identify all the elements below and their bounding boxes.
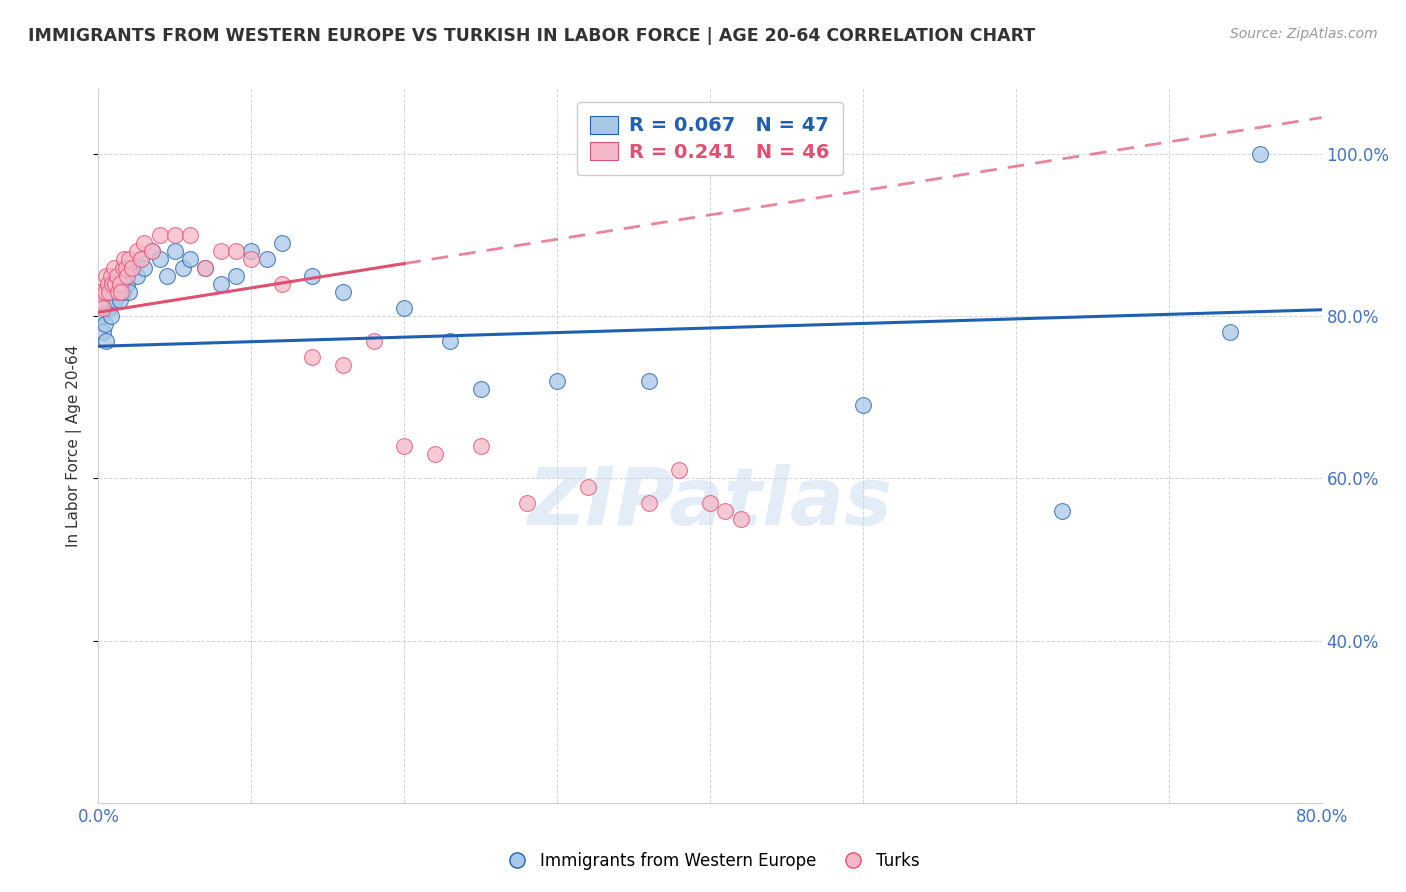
Point <box>392 301 416 315</box>
Point <box>111 285 134 299</box>
Point <box>423 447 446 461</box>
Point <box>125 244 148 259</box>
Point <box>129 252 152 267</box>
Point <box>668 463 690 477</box>
Point <box>105 277 128 291</box>
Point <box>94 334 117 348</box>
Point <box>110 285 132 299</box>
Point <box>516 496 538 510</box>
Y-axis label: In Labor Force | Age 20-64: In Labor Force | Age 20-64 <box>66 345 83 547</box>
Point <box>118 252 141 267</box>
Point <box>141 244 163 259</box>
Point <box>179 252 201 267</box>
Point <box>470 439 492 453</box>
Point <box>270 277 292 291</box>
Point <box>576 479 599 493</box>
Point <box>91 301 114 315</box>
Point <box>104 293 127 307</box>
Point <box>225 244 247 259</box>
Point <box>97 277 120 291</box>
Point <box>637 374 661 388</box>
Point <box>141 244 163 259</box>
Point <box>115 260 138 275</box>
Point <box>1249 147 1271 161</box>
Text: ZIPatlas: ZIPatlas <box>527 464 893 542</box>
Point <box>108 277 131 291</box>
Point <box>93 285 115 299</box>
Point <box>108 293 131 307</box>
Point <box>172 260 194 275</box>
Point <box>256 252 278 267</box>
Point <box>104 277 127 291</box>
Point <box>93 318 115 332</box>
Point <box>134 260 156 275</box>
Point <box>121 260 143 275</box>
Point <box>163 244 186 259</box>
Point <box>209 277 232 291</box>
Point <box>129 252 152 267</box>
Point <box>240 252 263 267</box>
Point <box>100 310 122 324</box>
Point <box>546 374 568 388</box>
Point <box>110 277 132 291</box>
Point <box>90 293 112 307</box>
Point <box>363 334 385 348</box>
Point <box>121 260 143 275</box>
Point <box>637 496 661 510</box>
Point <box>225 268 247 283</box>
Point <box>89 285 111 299</box>
Point <box>118 285 141 299</box>
Point <box>332 358 354 372</box>
Point <box>101 277 124 291</box>
Point <box>156 268 179 283</box>
Point <box>392 439 416 453</box>
Point <box>90 310 112 324</box>
Point <box>91 326 114 340</box>
Point <box>470 382 492 396</box>
Point <box>194 260 217 275</box>
Point <box>101 293 124 307</box>
Point <box>115 268 138 283</box>
Point <box>301 350 323 364</box>
Point <box>98 301 121 315</box>
Point <box>103 285 125 299</box>
Text: IMMIGRANTS FROM WESTERN EUROPE VS TURKISH IN LABOR FORCE | AGE 20-64 CORRELATION: IMMIGRANTS FROM WESTERN EUROPE VS TURKIS… <box>28 27 1035 45</box>
Point <box>134 236 156 251</box>
Legend: Immigrants from Western Europe, Turks: Immigrants from Western Europe, Turks <box>494 846 927 877</box>
Point <box>149 228 172 243</box>
Point <box>112 260 135 275</box>
Point <box>112 252 135 267</box>
Point <box>439 334 461 348</box>
Point <box>117 268 139 283</box>
Point <box>103 260 125 275</box>
Point <box>714 504 737 518</box>
Point <box>699 496 721 510</box>
Point <box>240 244 263 259</box>
Point <box>117 277 139 291</box>
Point <box>97 293 120 307</box>
Point <box>105 268 128 283</box>
Point <box>163 228 186 243</box>
Point <box>125 268 148 283</box>
Point <box>94 268 117 283</box>
Point <box>107 285 129 299</box>
Point <box>301 268 323 283</box>
Point <box>107 285 129 299</box>
Point <box>730 512 752 526</box>
Point <box>98 285 121 299</box>
Text: Source: ZipAtlas.com: Source: ZipAtlas.com <box>1230 27 1378 41</box>
Point <box>89 285 111 299</box>
Point <box>149 252 172 267</box>
Point <box>209 244 232 259</box>
Point <box>852 399 875 413</box>
Point <box>270 236 292 251</box>
Point <box>179 228 201 243</box>
Point <box>111 260 134 275</box>
Point <box>1050 504 1073 518</box>
Point <box>1219 326 1241 340</box>
Point <box>194 260 217 275</box>
Point <box>100 268 122 283</box>
Point <box>332 285 354 299</box>
